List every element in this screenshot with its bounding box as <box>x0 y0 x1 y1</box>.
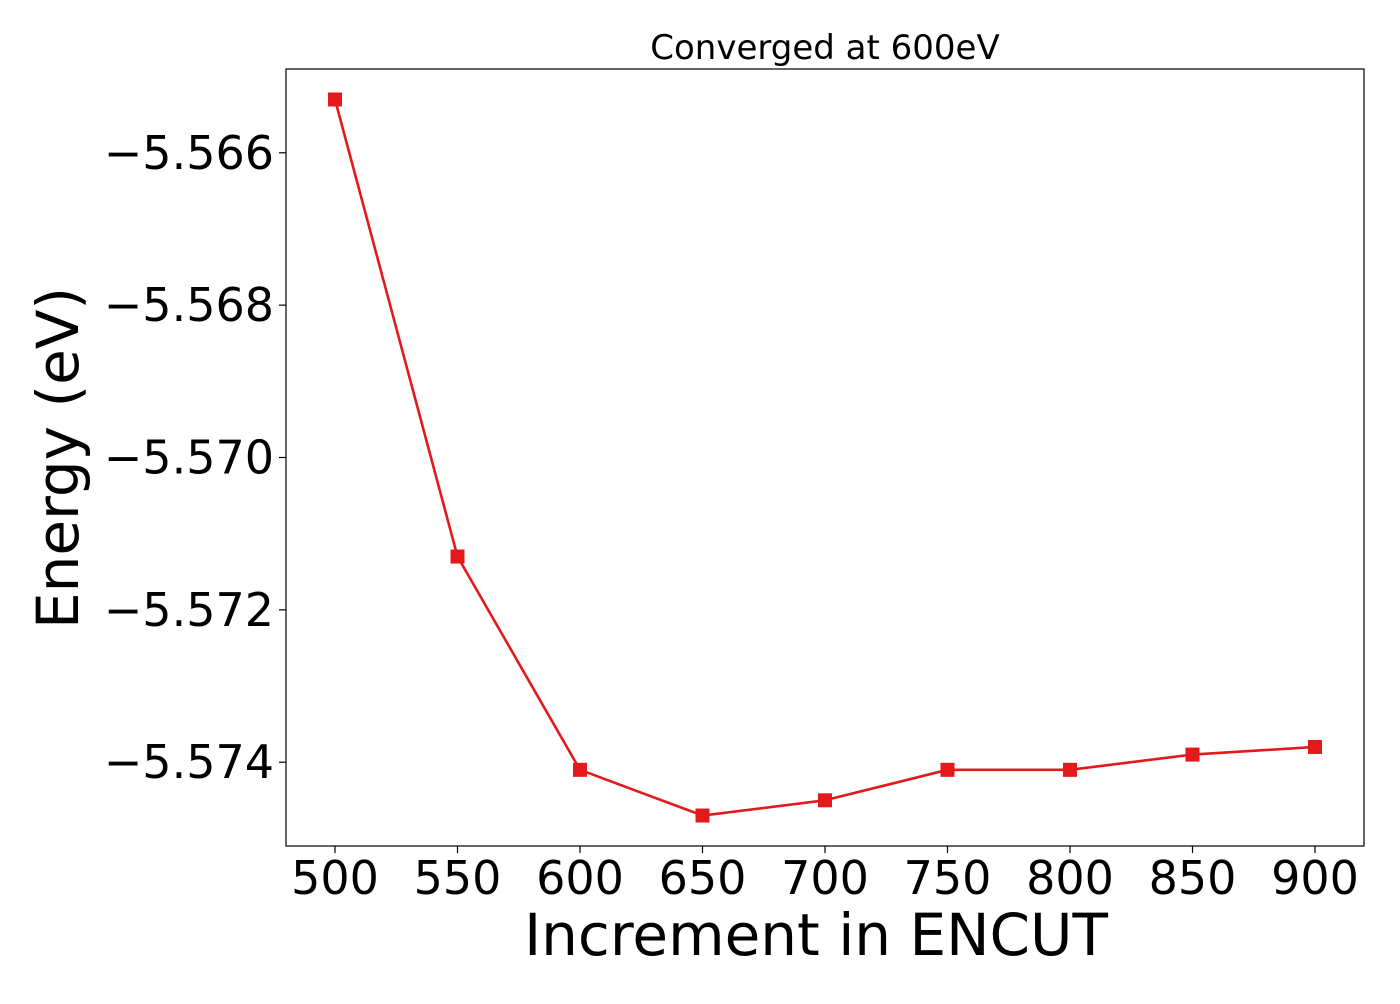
y-tick-label: −5.566 <box>104 126 274 180</box>
data-point-marker <box>940 762 955 777</box>
y-tick-label: −5.570 <box>104 431 274 485</box>
chart-title: Converged at 600eV <box>650 28 999 68</box>
series-layer <box>328 92 1322 823</box>
x-tick-label: 650 <box>659 851 747 905</box>
y-tick-label: −5.572 <box>104 583 274 637</box>
y-axis-title: Energy (eV) <box>24 287 92 629</box>
x-tick-label: 500 <box>291 851 379 905</box>
x-tick-label: 750 <box>904 851 992 905</box>
x-tick-label: 700 <box>781 851 869 905</box>
y-tick-label: −5.568 <box>104 278 274 332</box>
data-point-marker <box>818 793 832 808</box>
x-tick-label: 600 <box>536 851 624 905</box>
series-line <box>333 99 1316 817</box>
plot-area-frame <box>285 68 1365 847</box>
data-point-marker <box>695 808 710 823</box>
data-point-marker <box>328 92 342 107</box>
x-axis: 500 550 600 650 700 750 800 850 900 <box>291 846 1359 905</box>
x-axis-title: Increment in ENCUT <box>524 901 1108 969</box>
data-point-marker <box>1185 747 1200 762</box>
x-tick-label: 900 <box>1271 851 1359 905</box>
x-tick-label: 550 <box>414 851 502 905</box>
data-point-marker <box>1308 739 1322 754</box>
x-tick-label: 800 <box>1026 851 1114 905</box>
y-tick-label: −5.574 <box>104 735 274 789</box>
data-point-marker <box>1063 762 1077 777</box>
data-point-marker <box>573 762 587 777</box>
x-tick-label: 850 <box>1149 851 1237 905</box>
y-axis: −5.566 −5.568 −5.570 −5.572 −5.574 <box>104 126 286 789</box>
data-point-marker <box>450 549 465 564</box>
